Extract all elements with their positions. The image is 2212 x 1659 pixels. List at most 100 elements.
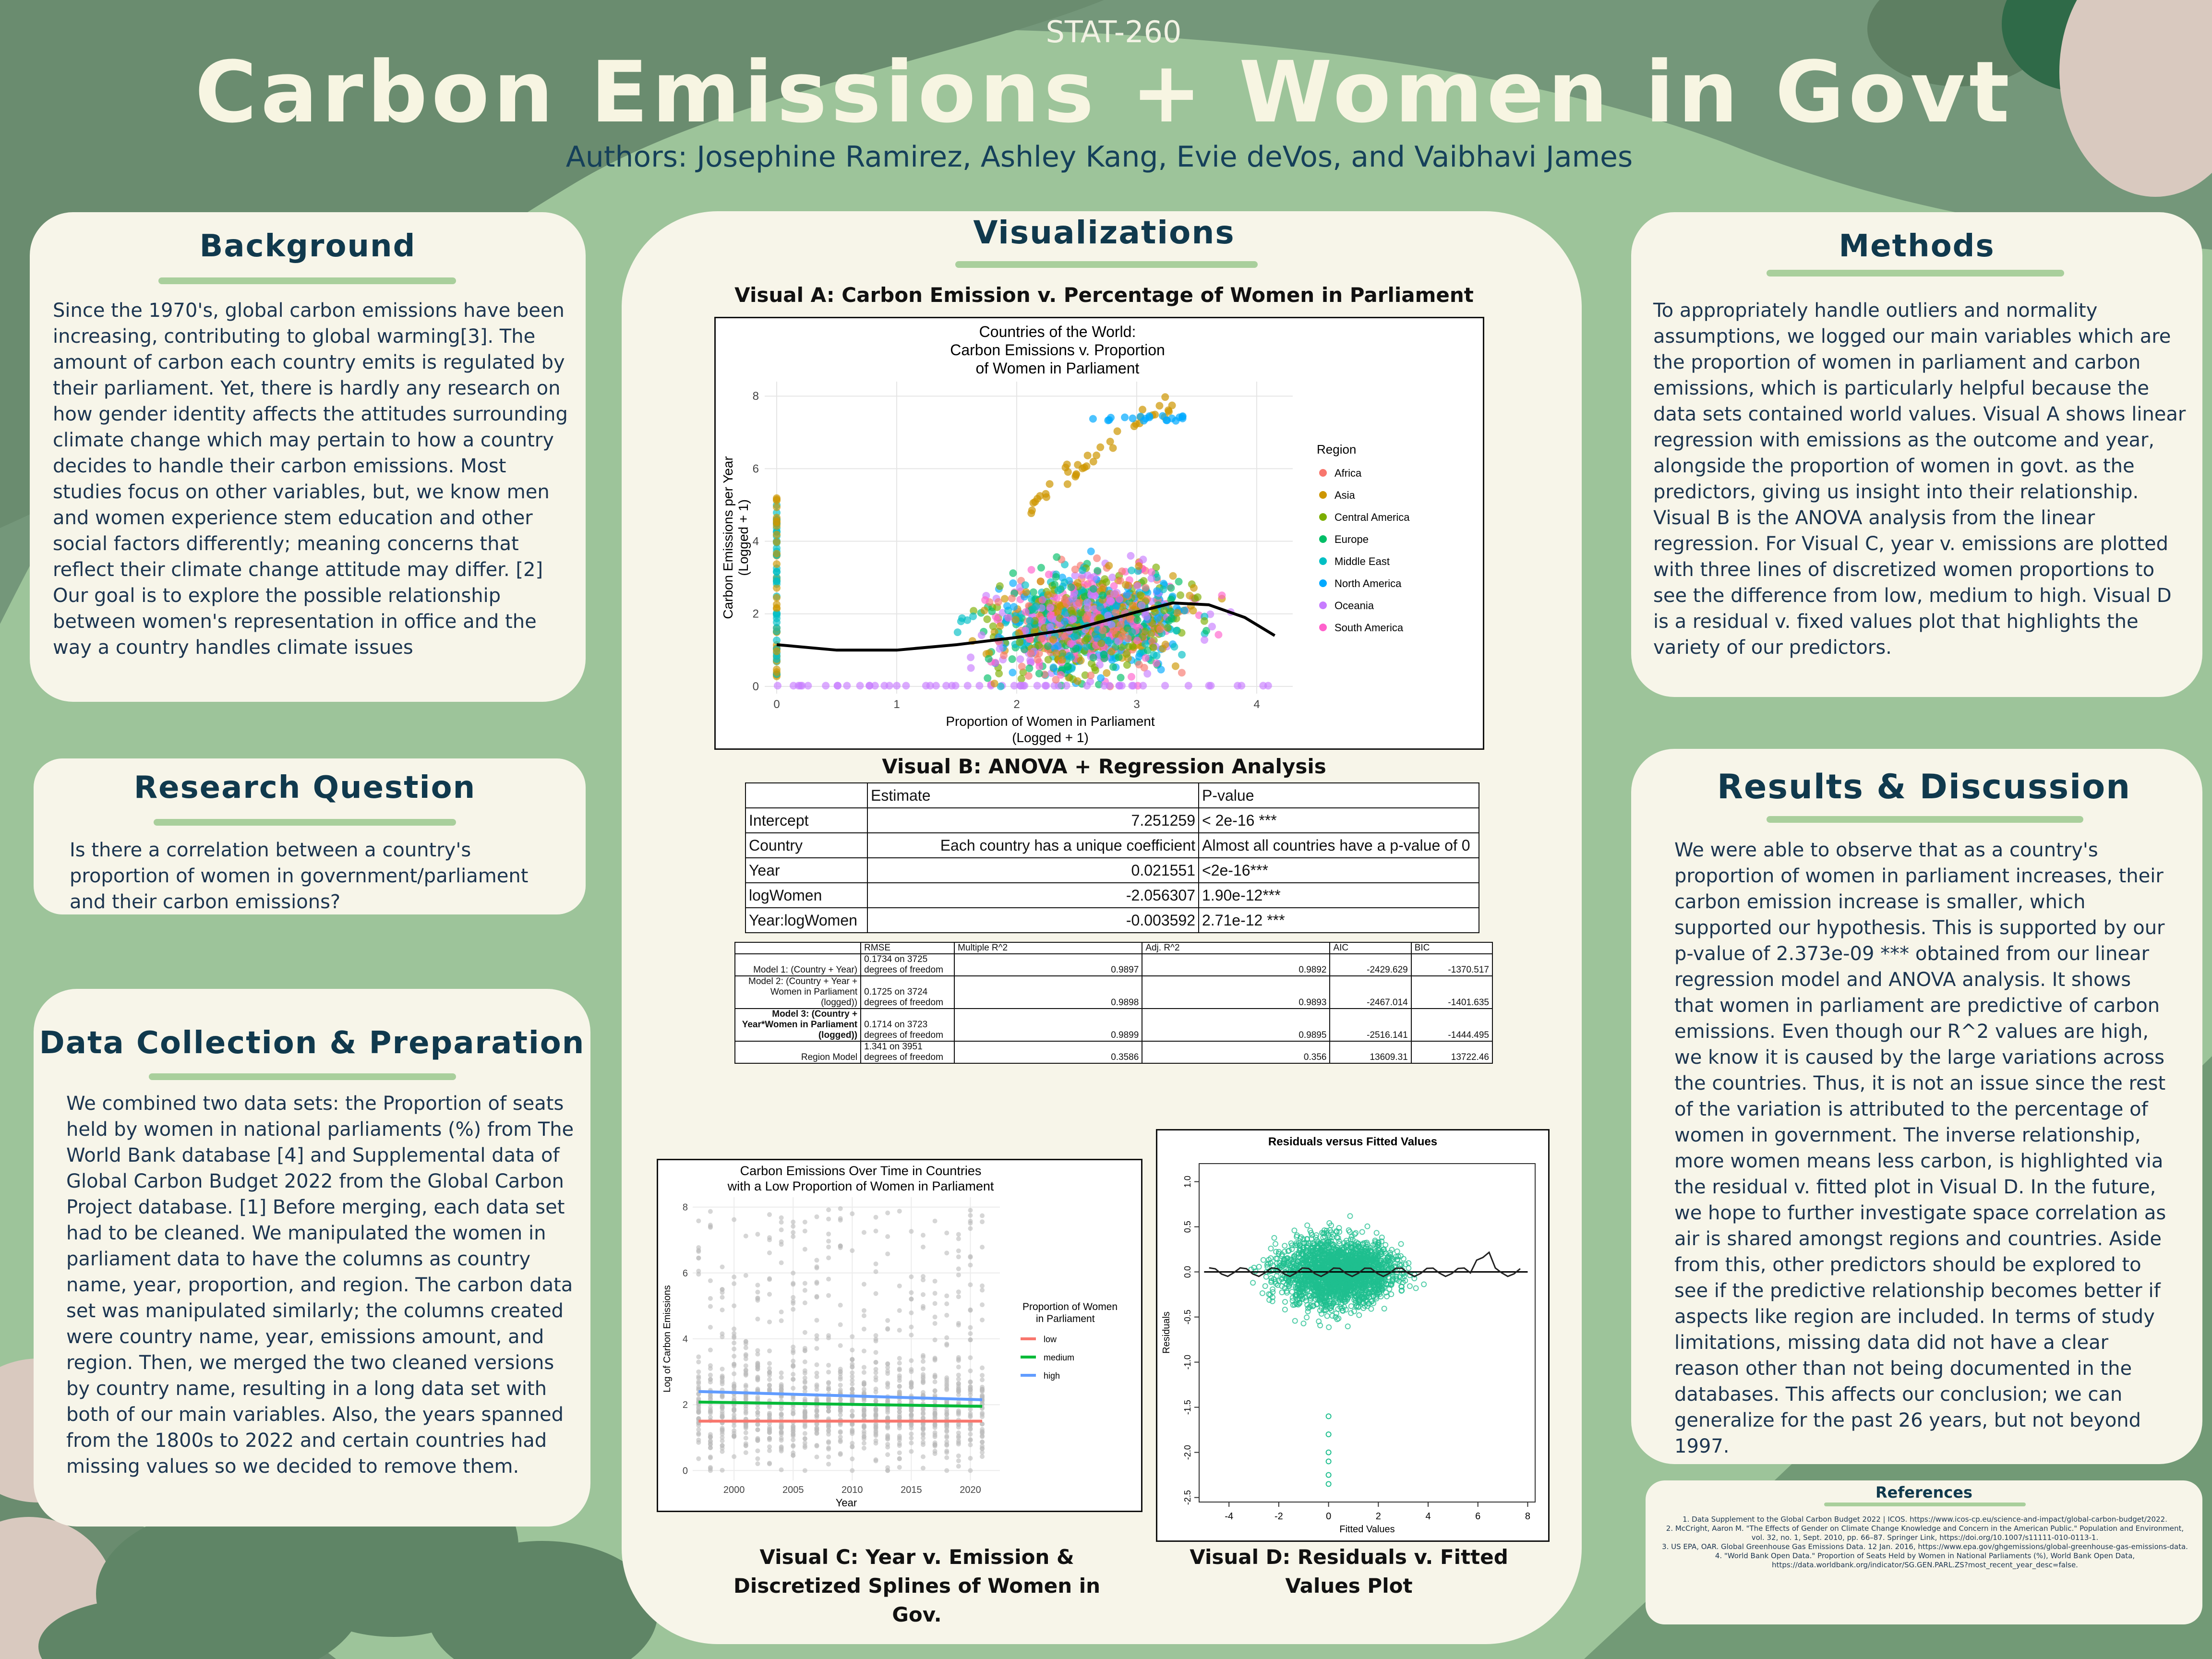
data-point — [1075, 599, 1083, 607]
data-point — [1364, 1281, 1370, 1287]
data-point — [1406, 1260, 1412, 1266]
data-point — [1313, 1232, 1320, 1238]
table-cell: 0.3586 — [954, 1041, 1143, 1064]
data-point — [1168, 401, 1176, 409]
data-point — [909, 1290, 914, 1295]
data-point — [696, 1369, 701, 1374]
data-point — [1353, 1230, 1359, 1236]
data-point — [696, 1255, 701, 1261]
data-point — [885, 1452, 890, 1457]
data-point — [755, 1456, 760, 1461]
data-point — [743, 1450, 748, 1455]
data-point — [1373, 1230, 1380, 1236]
data-point — [1110, 582, 1118, 590]
data-point — [932, 1411, 938, 1416]
data-point — [893, 682, 901, 690]
data-point — [743, 1396, 748, 1402]
data-point — [1325, 1413, 1332, 1419]
data-point — [791, 1298, 796, 1304]
data-point — [1346, 1227, 1352, 1233]
data-point — [1336, 1238, 1342, 1244]
data-point — [708, 1415, 713, 1420]
table-cell: 13722.46 — [1410, 1041, 1493, 1064]
data-point — [1104, 612, 1112, 620]
data-point — [843, 682, 851, 690]
data-point — [1070, 592, 1078, 601]
data-point — [1106, 597, 1115, 605]
data-point — [1365, 1291, 1371, 1297]
data-point — [1356, 1312, 1362, 1318]
data-point — [861, 1370, 866, 1375]
data-point — [1322, 1258, 1328, 1264]
data-point — [1304, 1314, 1310, 1321]
data-point — [1177, 591, 1185, 599]
data-point — [921, 1432, 926, 1437]
data-point — [897, 1433, 902, 1439]
data-point — [1035, 641, 1043, 649]
data-point — [996, 645, 1004, 653]
data-point — [1018, 662, 1026, 671]
data-point — [1100, 654, 1108, 662]
data-point — [873, 1413, 878, 1418]
data-point — [861, 1230, 866, 1235]
data-point — [1292, 1242, 1298, 1249]
background-paragraph-2: Our goal is to explore the possible rela… — [53, 585, 537, 659]
data-point — [1136, 591, 1144, 599]
data-point — [932, 1432, 938, 1438]
data-point — [814, 1382, 819, 1387]
data-point — [720, 1307, 725, 1312]
data-point — [773, 530, 781, 539]
data-point — [873, 1336, 878, 1342]
data-point — [1017, 675, 1025, 683]
data-point — [696, 1431, 701, 1436]
data-point — [802, 1443, 807, 1449]
data-point — [1306, 1281, 1312, 1287]
data-point — [968, 1208, 973, 1213]
data-point — [980, 1317, 985, 1322]
data-point — [1118, 603, 1127, 611]
data-point — [1147, 629, 1155, 637]
data-point — [861, 1308, 866, 1313]
data-point — [755, 1438, 760, 1443]
data-point — [993, 615, 1001, 624]
data-point — [1349, 1250, 1356, 1256]
data-point — [1359, 1229, 1365, 1235]
data-point — [1322, 1307, 1329, 1313]
data-point — [873, 1375, 878, 1380]
data-point — [1159, 585, 1167, 593]
legend-swatch — [1319, 535, 1327, 543]
data-point — [1370, 1289, 1377, 1296]
data-point — [1343, 1264, 1349, 1271]
data-point — [850, 1365, 855, 1370]
data-point — [909, 1324, 914, 1330]
data-point — [1034, 656, 1042, 664]
data-point — [791, 1371, 796, 1377]
data-point — [897, 1415, 902, 1420]
data-point — [743, 1435, 748, 1441]
data-point — [921, 1407, 926, 1413]
data-point — [732, 1340, 737, 1346]
data-point — [1329, 1312, 1335, 1319]
y-tick-label: 2 — [683, 1400, 688, 1410]
visual-a-caption: Visual A: Carbon Emission v. Percentage … — [734, 283, 1474, 307]
data-point — [980, 606, 988, 614]
data-point — [779, 1415, 784, 1420]
data-point — [1089, 653, 1097, 661]
data-point — [1029, 588, 1037, 596]
data-point — [1268, 1245, 1274, 1251]
data-point — [1351, 1242, 1358, 1248]
data-point — [1053, 594, 1061, 602]
data-point — [968, 1468, 973, 1473]
data-point — [1268, 1277, 1274, 1284]
data-point — [720, 1409, 725, 1414]
data-point — [968, 1226, 973, 1231]
data-point — [921, 1380, 926, 1385]
data-point — [826, 1381, 831, 1386]
data-point — [980, 1454, 985, 1459]
data-point — [743, 1356, 748, 1361]
visual-c-chart: Carbon Emissions Over Time in Countries … — [657, 1159, 1142, 1512]
data-point — [861, 1282, 866, 1287]
data-point — [1106, 437, 1114, 445]
data-point — [1009, 579, 1017, 587]
data-point — [1170, 643, 1178, 651]
